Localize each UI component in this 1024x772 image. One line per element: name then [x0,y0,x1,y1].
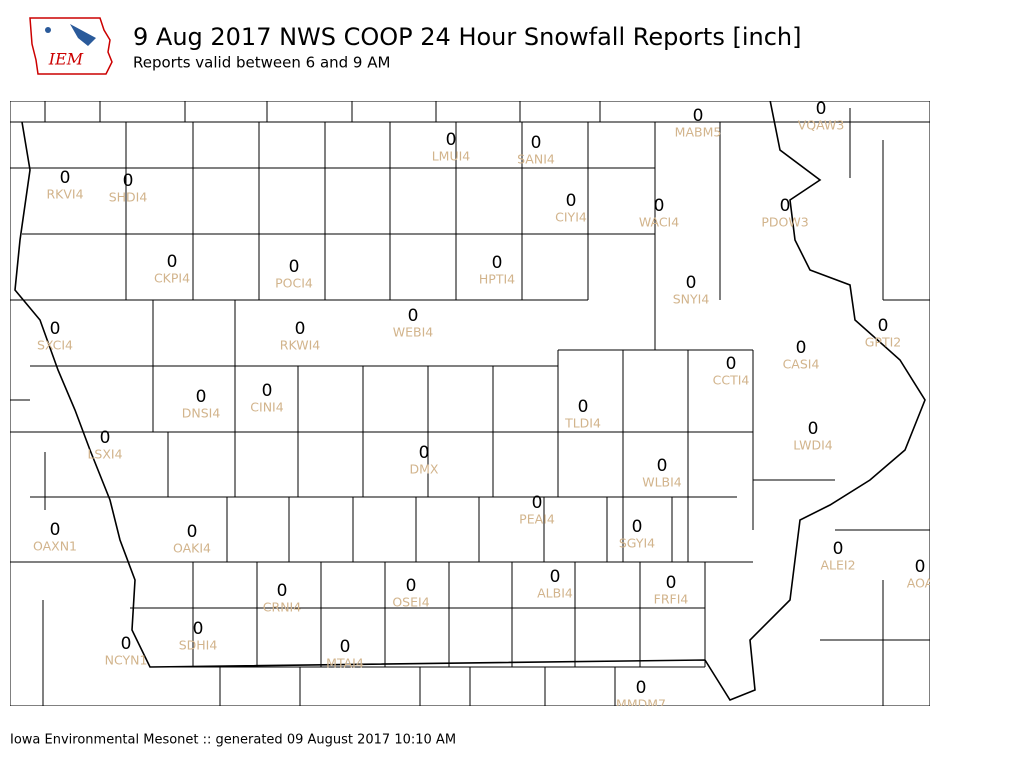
station-id: PEAI4 [519,512,555,527]
station-id: ALEI2 [820,558,855,573]
station-id: MABM5 [675,125,722,140]
station-value: 0 [289,257,300,277]
station-value: 0 [406,576,417,596]
station-value: 0 [833,539,844,559]
station-id: OSEI4 [392,595,429,610]
station-value: 0 [636,678,647,698]
station-value: 0 [657,456,668,476]
station-id: SDHI4 [179,638,218,653]
station-id: WACI4 [639,215,679,230]
station-value: 0 [808,419,819,439]
station-value: 0 [419,443,430,463]
station-value: 0 [50,520,61,540]
station-id: SANI4 [517,152,555,167]
station-value: 0 [492,253,503,273]
station-id: OAKI4 [173,541,211,556]
station-value: 0 [60,168,71,188]
station-id: GPTI2 [865,335,902,350]
station-id: WEBI4 [393,325,434,340]
station-id: MMDM7 [616,697,666,712]
station-id: DNSI4 [182,406,221,421]
station-id: SNYI4 [673,292,710,307]
footer: Iowa Environmental Mesonet :: generated … [10,733,456,748]
station-value: 0 [550,567,561,587]
station-id: CASI4 [783,357,820,372]
title: 9 Aug 2017 NWS COOP 24 Hour Snowfall Rep… [133,23,801,51]
station-id: HPTI4 [479,272,515,287]
station-id: CIYI4 [555,210,587,225]
station-value: 0 [915,557,926,577]
station-id: PDOW3 [761,215,808,230]
station-value: 0 [262,381,273,401]
station-id: CCTI4 [713,373,750,388]
station-id: CRNI4 [263,600,301,615]
station-value: 0 [340,637,351,657]
station-value: 0 [193,619,204,639]
station-id: ALBI4 [537,586,573,601]
station-id: OAXN1 [33,539,77,554]
station-id: NCYN1 [105,653,148,668]
station-id: POCI4 [275,276,313,291]
station-id: SGYI4 [619,536,655,551]
station-value: 0 [123,171,134,191]
station-value: 0 [196,387,207,407]
station-value: 0 [167,252,178,272]
station-value: 0 [531,133,542,153]
station-id: MTAI4 [326,656,364,671]
station-id: LMUI4 [432,149,471,164]
station-value: 0 [121,634,132,654]
station-id: AOA [907,576,934,591]
station-value: 0 [578,397,589,417]
station-value: 0 [187,522,198,542]
station-id: LWDI4 [793,438,832,453]
station-value: 0 [686,273,697,293]
station-value: 0 [532,493,543,513]
station-value: 0 [878,316,889,336]
station-id: CINI4 [250,400,283,415]
station-value: 0 [50,319,61,339]
station-value: 0 [295,319,306,339]
station-value: 0 [816,99,827,119]
station-id: RKWI4 [280,338,320,353]
station-value: 0 [277,581,288,601]
station-id: SHDI4 [109,190,148,205]
county-lines [10,101,930,706]
station-value: 0 [726,354,737,374]
station-value: 0 [566,191,577,211]
logo: IEM [29,17,113,75]
station-value: 0 [408,306,419,326]
station-id: SXCI4 [37,338,73,353]
station-id: TLDI4 [564,416,601,431]
station-id: LSXI4 [87,447,122,462]
station-id: FRFI4 [654,592,689,607]
station-value: 0 [666,573,677,593]
map-frame [10,101,930,706]
station-value: 0 [654,196,665,216]
station-id: WLBI4 [642,475,682,490]
logo-text: IEM [48,50,84,69]
station-id: CKPI4 [154,271,190,286]
station-id: DMX [410,462,439,477]
station-value: 0 [446,130,457,150]
subtitle: Reports valid between 6 and 9 AM [133,54,390,72]
station-value: 0 [796,338,807,358]
station-id: VQAW3 [798,118,845,133]
station-id: RKVI4 [46,187,83,202]
state-border [14,101,926,701]
station-value: 0 [632,517,643,537]
station-value: 0 [100,428,111,448]
station-value: 0 [693,106,704,126]
station-value: 0 [780,196,791,216]
